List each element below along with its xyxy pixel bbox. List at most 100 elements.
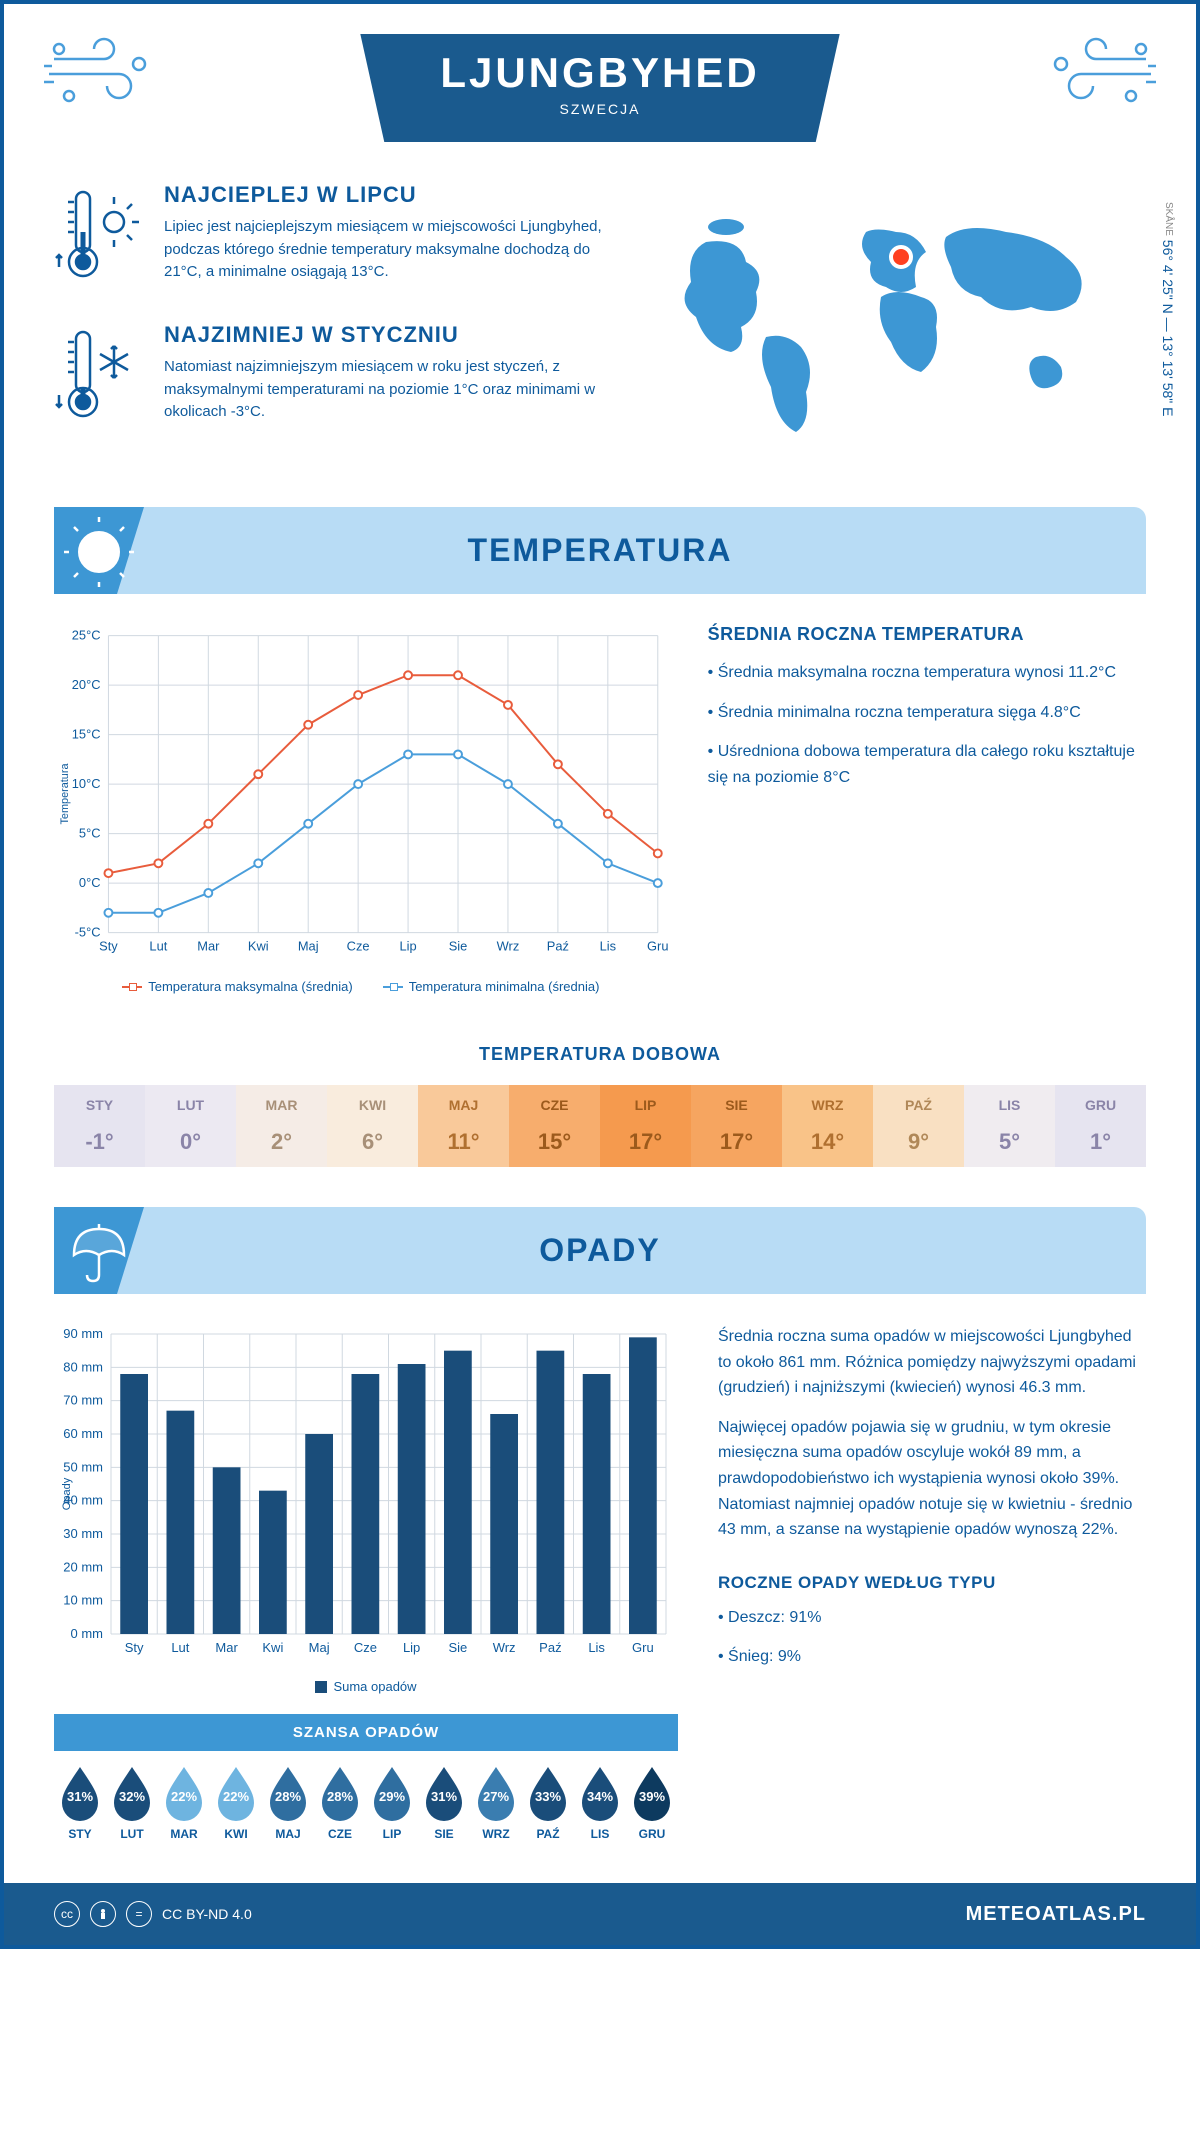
precip-chance-title: SZANSA OPADÓW xyxy=(54,1714,678,1751)
location-marker xyxy=(891,247,911,267)
temp-cell: SIE 17° xyxy=(691,1085,782,1167)
svg-text:30 mm: 30 mm xyxy=(63,1526,103,1541)
chance-cell: 22% MAR xyxy=(158,1751,210,1853)
temp-bullet-2: • Uśredniona dobowa temperatura dla całe… xyxy=(708,739,1146,790)
temp-cell: PAŹ 9° xyxy=(873,1085,964,1167)
cc-icon: cc xyxy=(54,1901,80,1927)
warmest-block: NAJCIEPLEJ W LIPCU Lipiec jest najcieple… xyxy=(54,182,616,292)
footer: cc = CC BY-ND 4.0 METEOATLAS.PL xyxy=(4,1883,1196,1945)
temp-info-title: ŚREDNIA ROCZNA TEMPERATURA xyxy=(708,624,1146,645)
temperature-line-chart: -5°C0°C5°C10°C15°C20°C25°CStyLutMarKwiMa… xyxy=(54,624,668,964)
chance-cell: 34% LIS xyxy=(574,1751,626,1853)
precip-banner: OPADY xyxy=(54,1207,1146,1294)
wind-icon-left xyxy=(44,34,164,114)
svg-text:Paź: Paź xyxy=(547,938,569,953)
svg-text:Gru: Gru xyxy=(632,1640,654,1655)
svg-text:Paź: Paź xyxy=(539,1640,561,1655)
svg-text:20 mm: 20 mm xyxy=(63,1559,103,1574)
svg-text:Cze: Cze xyxy=(354,1640,377,1655)
coldest-text: Natomiast najzimniejszym miesiącem w rok… xyxy=(164,356,616,424)
precip-banner-text: OPADY xyxy=(539,1232,660,1268)
svg-text:10 mm: 10 mm xyxy=(63,1593,103,1608)
svg-text:60 mm: 60 mm xyxy=(63,1426,103,1441)
location-title: LJUNGBYHED xyxy=(440,49,759,97)
svg-text:Sty: Sty xyxy=(125,1640,144,1655)
legend-max: Temperatura maksymalna (średnia) xyxy=(122,979,352,994)
temp-cell: LUT 0° xyxy=(145,1085,236,1167)
coordinates: SKÅNE 56° 4' 25" N — 13° 13' 58" E xyxy=(1160,202,1176,417)
precip-text-1: Średnia roczna suma opadów w miejscowośc… xyxy=(718,1324,1146,1401)
sun-icon xyxy=(64,517,134,587)
chance-cell: 39% GRU xyxy=(626,1751,678,1853)
coords-text: 56° 4' 25" N — 13° 13' 58" E xyxy=(1160,240,1176,417)
svg-text:5°C: 5°C xyxy=(79,826,101,841)
temperature-chart-area: -5°C0°C5°C10°C15°C20°C25°CStyLutMarKwiMa… xyxy=(54,624,668,994)
temp-bullet-1: • Średnia minimalna roczna temperatura s… xyxy=(708,700,1146,726)
svg-text:25°C: 25°C xyxy=(72,628,101,643)
svg-text:Wrz: Wrz xyxy=(497,938,520,953)
svg-text:Lis: Lis xyxy=(588,1640,605,1655)
chance-cell: 29% LIP xyxy=(366,1751,418,1853)
precip-chance-block: SZANSA OPADÓW 31% STY 32% LUT 22% MAR 22… xyxy=(54,1714,678,1853)
precip-legend: Suma opadów xyxy=(54,1679,678,1694)
svg-text:80 mm: 80 mm xyxy=(63,1359,103,1374)
svg-text:Gru: Gru xyxy=(647,938,668,953)
precip-info: Średnia roczna suma opadów w miejscowośc… xyxy=(718,1324,1146,1853)
svg-text:20°C: 20°C xyxy=(72,677,101,692)
intro-section: NAJCIEPLEJ W LIPCU Lipiec jest najcieple… xyxy=(4,162,1196,507)
svg-text:50 mm: 50 mm xyxy=(63,1459,103,1474)
license-text: CC BY-ND 4.0 xyxy=(162,1906,252,1922)
temperature-legend: Temperatura maksymalna (średnia) Tempera… xyxy=(54,979,668,994)
svg-text:Lip: Lip xyxy=(403,1640,420,1655)
temperature-info: ŚREDNIA ROCZNA TEMPERATURA • Średnia mak… xyxy=(708,624,1146,994)
svg-text:Sie: Sie xyxy=(448,1640,467,1655)
precip-bar-chart: 0 mm10 mm20 mm30 mm40 mm50 mm60 mm70 mm8… xyxy=(54,1324,678,1664)
warmest-title: NAJCIEPLEJ W LIPCU xyxy=(164,182,616,208)
temp-cell: CZE 15° xyxy=(509,1085,600,1167)
intro-text-column: NAJCIEPLEJ W LIPCU Lipiec jest najcieple… xyxy=(54,182,616,467)
chance-cell: 22% KWI xyxy=(210,1751,262,1853)
header: LJUNGBYHED SZWECJA xyxy=(4,4,1196,162)
temp-cell: WRZ 14° xyxy=(782,1085,873,1167)
svg-text:70 mm: 70 mm xyxy=(63,1393,103,1408)
temperature-body: -5°C0°C5°C10°C15°C20°C25°CStyLutMarKwiMa… xyxy=(4,594,1196,1024)
svg-text:Kwi: Kwi xyxy=(248,938,269,953)
precip-chance-row: 31% STY 32% LUT 22% MAR 22% KWI xyxy=(54,1751,678,1853)
svg-text:Sie: Sie xyxy=(449,938,468,953)
thermometer-hot-icon xyxy=(54,182,144,292)
legend-precip: Suma opadów xyxy=(315,1679,416,1694)
temp-cell: LIP 17° xyxy=(600,1085,691,1167)
chance-cell: 33% PAŹ xyxy=(522,1751,574,1853)
temperature-banner: TEMPERATURA xyxy=(54,507,1146,594)
temperature-banner-text: TEMPERATURA xyxy=(468,532,733,568)
region-name: SKÅNE xyxy=(1163,202,1174,236)
temp-cell: STY -1° xyxy=(54,1085,145,1167)
wind-icon-right xyxy=(1036,34,1156,114)
chance-cell: 27% WRZ xyxy=(470,1751,522,1853)
temp-cell: MAR 2° xyxy=(236,1085,327,1167)
thermometer-cold-icon xyxy=(54,322,144,432)
precip-type-snow: • Śnieg: 9% xyxy=(718,1644,1146,1670)
precip-type-rain: • Deszcz: 91% xyxy=(718,1605,1146,1631)
svg-text:Lip: Lip xyxy=(399,938,416,953)
svg-text:Temperatura: Temperatura xyxy=(59,763,71,825)
temp-cell: MAJ 11° xyxy=(418,1085,509,1167)
coldest-title: NAJZIMNIEJ W STYCZNIU xyxy=(164,322,616,348)
temp-cell: GRU 1° xyxy=(1055,1085,1146,1167)
title-banner: LJUNGBYHED SZWECJA xyxy=(360,34,839,142)
footer-license: cc = CC BY-ND 4.0 xyxy=(54,1901,252,1927)
world-map xyxy=(646,182,1146,462)
svg-text:Lis: Lis xyxy=(600,938,616,953)
svg-text:0°C: 0°C xyxy=(79,875,101,890)
svg-text:Cze: Cze xyxy=(347,938,370,953)
daily-temp-title: TEMPERATURA DOBOWA xyxy=(4,1044,1196,1065)
svg-text:0 mm: 0 mm xyxy=(71,1626,104,1641)
by-icon xyxy=(90,1901,116,1927)
daily-temp-table: STY -1° LUT 0° MAR 2° KWI 6° MAJ 11° CZE… xyxy=(54,1085,1146,1167)
temp-cell: LIS 5° xyxy=(964,1085,1055,1167)
svg-text:15°C: 15°C xyxy=(72,727,101,742)
temp-bullet-0: • Średnia maksymalna roczna temperatura … xyxy=(708,660,1146,686)
map-column: SKÅNE 56° 4' 25" N — 13° 13' 58" E xyxy=(646,182,1146,467)
footer-site: METEOATLAS.PL xyxy=(966,1903,1146,1926)
svg-text:Sty: Sty xyxy=(99,938,118,953)
